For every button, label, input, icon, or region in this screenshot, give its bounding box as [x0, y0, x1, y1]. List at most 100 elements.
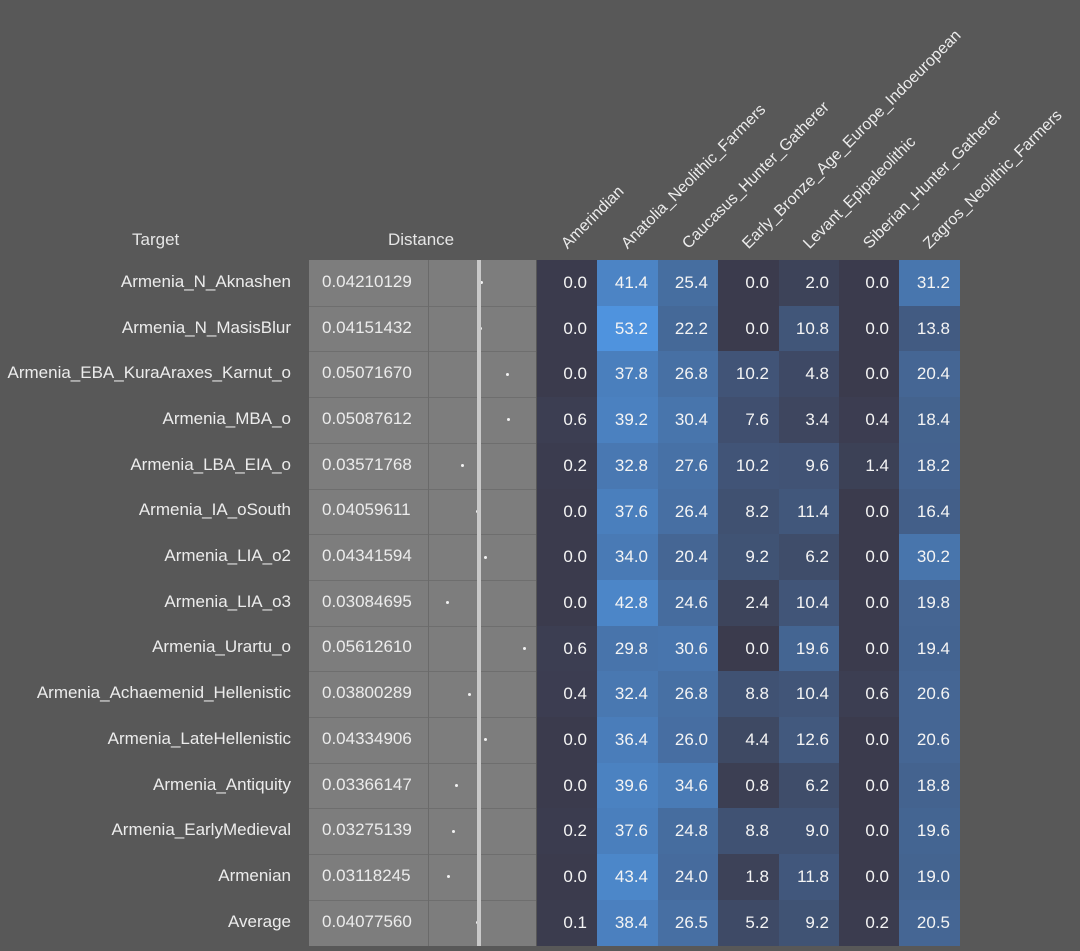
heatmap-cell: 30.6: [658, 626, 718, 671]
heatmap-cell: 42.8: [597, 580, 658, 626]
distance-row-divider: [309, 534, 536, 536]
heatmap-cell: 0.6: [537, 397, 597, 443]
distance-value: 0.03084695: [322, 591, 412, 611]
heatmap-cell: 37.6: [597, 489, 658, 534]
heatmap-cell: 0.0: [839, 763, 899, 808]
distance-value: 0.04341594: [322, 546, 412, 566]
heatmap-cell: 0.6: [839, 671, 899, 717]
heatmap-cell: 0.0: [839, 534, 899, 580]
distance-row-divider: [309, 305, 536, 307]
distance-row-divider: [309, 397, 536, 399]
heatmap-cell: 24.6: [658, 580, 718, 626]
heatmap-cell: 8.2: [718, 489, 779, 534]
heatmap-cell: 0.0: [537, 854, 597, 900]
heatmap-cell: 36.4: [597, 717, 658, 763]
heatmap-cell: 20.6: [899, 717, 960, 763]
distance-value: 0.03571768: [322, 454, 412, 474]
heatmap-cell: 0.4: [537, 671, 597, 717]
target-label: Armenia_EarlyMedieval: [111, 820, 291, 840]
distance-row-divider: [309, 625, 536, 627]
heatmap-cell: 0.0: [839, 854, 899, 900]
heatmap-cell: 3.4: [779, 397, 839, 443]
distance-dot: [484, 738, 488, 742]
distance-dot: [460, 464, 464, 468]
average-distance-line: [476, 260, 481, 946]
target-label: Armenia_N_MasisBlur: [121, 317, 291, 337]
heatmap-cell: 10.4: [779, 580, 839, 626]
heatmap-cell: 0.0: [537, 763, 597, 808]
heatmap-cell: 0.0: [839, 260, 899, 306]
heatmap-cell: 0.0: [537, 489, 597, 534]
target-label: Armenia_Urartu_o: [152, 637, 291, 657]
heatmap-cell: 39.2: [597, 397, 658, 443]
target-label: Armenia_LIA_o3: [164, 591, 291, 611]
distance-value: 0.03118245: [322, 865, 411, 885]
distance-value: 0.04059611: [322, 500, 411, 520]
distance-row-divider: [309, 762, 536, 764]
heatmap-cell: 39.6: [597, 763, 658, 808]
heatmap-cell: 53.2: [597, 306, 658, 351]
heatmap-cell: 10.4: [779, 671, 839, 717]
target-label: Armenia_LBA_EIA_o: [130, 454, 291, 474]
distance-dot: [454, 784, 458, 788]
distance-header: Distance: [388, 230, 455, 249]
heatmap-cell: 0.2: [537, 443, 597, 489]
target-label: Armenian: [218, 865, 291, 885]
heatmap-cell: 0.6: [537, 626, 597, 671]
heatmap-cell: 26.5: [658, 900, 718, 946]
heatmap-cell: 20.6: [899, 671, 960, 717]
heatmap-cell: 18.8: [899, 763, 960, 808]
heatmap-cell: 0.0: [839, 808, 899, 854]
heatmap-cell: 0.0: [839, 306, 899, 351]
target-label: Armenia_N_Aknashen: [120, 271, 291, 291]
target-label: Armenia_Antiquity: [153, 774, 291, 794]
column-label: Early_Bronze_Age_Europe_Indoeuropean: [739, 27, 965, 253]
heatmap-cell: 9.6: [779, 443, 839, 489]
target-label: Armenia_LIA_o2: [164, 546, 291, 566]
distance-value: 0.04334906: [322, 728, 412, 748]
heatmap-cell: 24.8: [658, 808, 718, 854]
heatmap-cell: 38.4: [597, 900, 658, 946]
heatmap-cell: 12.6: [779, 717, 839, 763]
heatmap-cell: 10.2: [718, 351, 779, 397]
distance-value: 0.04077560: [322, 911, 412, 931]
distance-row-divider: [309, 808, 536, 810]
target-label: Average: [227, 911, 291, 931]
heatmap-cell: 6.2: [779, 534, 839, 580]
distance-row-divider: [309, 854, 536, 856]
heatmap-cell: 0.0: [537, 580, 597, 626]
heatmap-cell: 7.6: [718, 397, 779, 443]
heatmap-cell: 0.0: [839, 351, 899, 397]
heatmap-cell: 29.8: [597, 626, 658, 671]
distance-value: 0.05612610: [322, 637, 412, 657]
heatmap-cell: 0.0: [839, 626, 899, 671]
target-header: Target: [132, 230, 180, 249]
heatmap-cell: 11.4: [779, 489, 839, 534]
distance-row-divider: [309, 899, 536, 901]
heatmap-cell: 26.0: [658, 717, 718, 763]
distance-dot: [522, 646, 526, 650]
heatmap-cell: 0.0: [537, 717, 597, 763]
heatmap-cell: 30.4: [658, 397, 718, 443]
distance-dot: [480, 281, 484, 285]
heatmap-cell: 20.5: [899, 900, 960, 946]
heatmap-cell: 2.4: [718, 580, 779, 626]
column-label: Amerindian: [558, 183, 628, 253]
heatmap-cell: 0.0: [537, 351, 597, 397]
heatmap-cell: 0.0: [537, 534, 597, 580]
distance-dot: [447, 875, 451, 879]
heatmap-cell: 25.4: [658, 260, 718, 306]
distance-panel: [309, 260, 536, 946]
heatmap-cell: 20.4: [899, 351, 960, 397]
heatmap-cell: 34.6: [658, 763, 718, 808]
heatmap-cell: 34.0: [597, 534, 658, 580]
heatmap-cell: 13.8: [899, 306, 960, 351]
heatmap-cell: 0.0: [718, 306, 779, 351]
heatmap-cell: 11.8: [779, 854, 839, 900]
heatmap-cell: 32.4: [597, 671, 658, 717]
distance-value: 0.05071670: [322, 363, 412, 383]
heatmap-cell: 10.8: [779, 306, 839, 351]
distance-row-divider: [309, 488, 536, 490]
target-label: Armenia_MBA_o: [162, 408, 291, 428]
